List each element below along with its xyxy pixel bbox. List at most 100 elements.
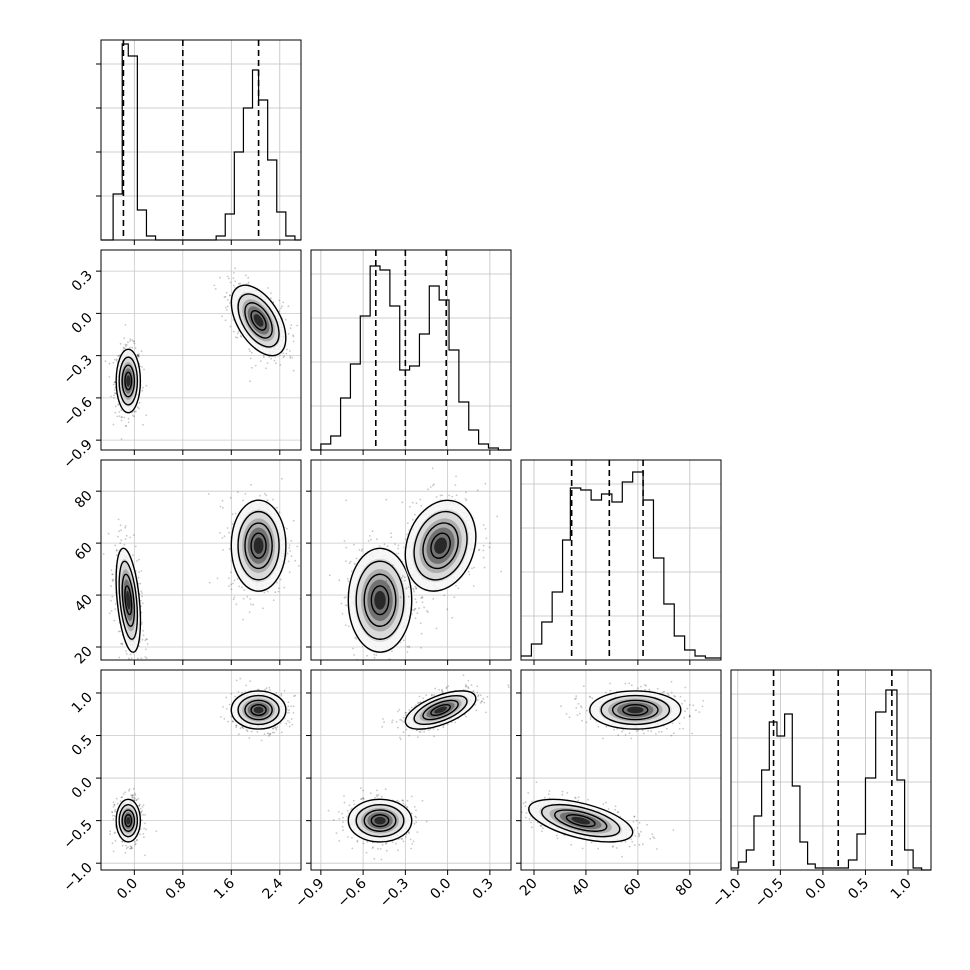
sample-point	[292, 334, 294, 337]
contour-line	[355, 560, 405, 640]
sample-point	[411, 843, 414, 845]
sample-point	[226, 527, 229, 529]
sample-point	[343, 540, 346, 542]
sample-point	[272, 599, 275, 602]
sample-point	[146, 643, 149, 645]
sample-point	[420, 632, 423, 635]
sample-point	[123, 337, 125, 340]
sample-point	[250, 730, 253, 733]
sample-point	[229, 294, 231, 297]
sample-point	[414, 617, 417, 620]
sample-point	[365, 851, 368, 854]
contour-line	[422, 522, 459, 570]
sample-point	[405, 587, 408, 590]
sample-point	[408, 646, 411, 649]
contour-line	[250, 532, 267, 559]
sample-point	[292, 712, 295, 714]
sample-point	[120, 642, 122, 645]
sample-point	[231, 522, 234, 525]
sample-point	[141, 810, 144, 812]
sample-point	[141, 595, 144, 598]
sample-point	[138, 571, 141, 573]
sample-point	[111, 811, 113, 813]
sample-point	[125, 344, 128, 346]
sample-point	[107, 532, 110, 535]
sample-point	[238, 585, 241, 588]
sample-point	[292, 335, 295, 338]
sample-point	[114, 544, 116, 547]
contour-line	[370, 814, 390, 828]
sample-point	[133, 340, 136, 342]
sample-point	[127, 421, 130, 424]
sample-point	[416, 612, 419, 614]
sample-point	[129, 346, 131, 349]
sample-point	[133, 799, 136, 802]
sample-point	[120, 539, 123, 541]
sample-point	[407, 595, 410, 598]
sample-point	[114, 831, 116, 834]
hist-bar	[777, 736, 785, 870]
sample-point	[379, 848, 382, 850]
sample-point	[276, 581, 278, 584]
sample-point	[242, 597, 245, 600]
hist-bar	[612, 502, 622, 660]
sample-point	[362, 797, 364, 799]
sample-point	[410, 847, 412, 850]
sample-point	[229, 325, 232, 328]
sample-point	[144, 822, 146, 825]
sample-point	[132, 340, 135, 343]
sample-point	[435, 627, 438, 630]
sample-point	[128, 789, 130, 792]
sample-point	[468, 573, 471, 576]
sample-point	[138, 805, 141, 807]
sample-point	[129, 338, 132, 340]
sample-point	[114, 386, 117, 389]
sample-point	[482, 549, 485, 552]
sample-point	[454, 484, 457, 486]
sample-point	[130, 657, 133, 660]
sample-point	[477, 549, 480, 552]
sample-point	[427, 488, 429, 491]
sample-point	[119, 524, 122, 527]
sample-point	[137, 582, 140, 585]
sample-point	[420, 646, 422, 649]
sample-point	[131, 794, 134, 796]
sample-point	[115, 554, 118, 556]
sample-point	[135, 839, 138, 842]
sample-point	[342, 816, 344, 819]
sample-point	[438, 689, 441, 691]
hist-frame-3	[730, 669, 932, 871]
contour-line	[347, 798, 413, 843]
sample-point	[125, 650, 127, 652]
sample-point	[464, 684, 467, 686]
sample-point	[234, 512, 237, 515]
sample-point	[279, 578, 282, 581]
sample-point	[115, 358, 118, 361]
sample-point	[455, 475, 457, 478]
sample-point	[371, 530, 374, 533]
sample-point	[431, 467, 434, 470]
sample-point	[390, 685, 392, 687]
sample-point	[234, 280, 237, 283]
sample-point	[225, 696, 228, 699]
sample-point	[327, 809, 330, 812]
sample-point	[371, 847, 374, 849]
sample-point	[281, 477, 283, 480]
sample-point	[420, 504, 423, 507]
sample-point	[270, 357, 273, 360]
sample-point	[275, 728, 278, 731]
sample-point	[290, 324, 293, 326]
sample-point	[268, 733, 270, 735]
sample-point	[145, 414, 148, 416]
sample-point	[413, 822, 416, 825]
sample-point	[239, 282, 242, 285]
sample-point	[139, 599, 142, 602]
sample-point	[219, 276, 221, 279]
sample-point	[367, 540, 370, 542]
sample-point	[138, 558, 140, 561]
hist-bar	[459, 402, 469, 450]
sample-point	[142, 634, 145, 637]
density-level	[434, 537, 447, 554]
sample-point	[143, 368, 145, 371]
sample-point	[351, 836, 353, 839]
